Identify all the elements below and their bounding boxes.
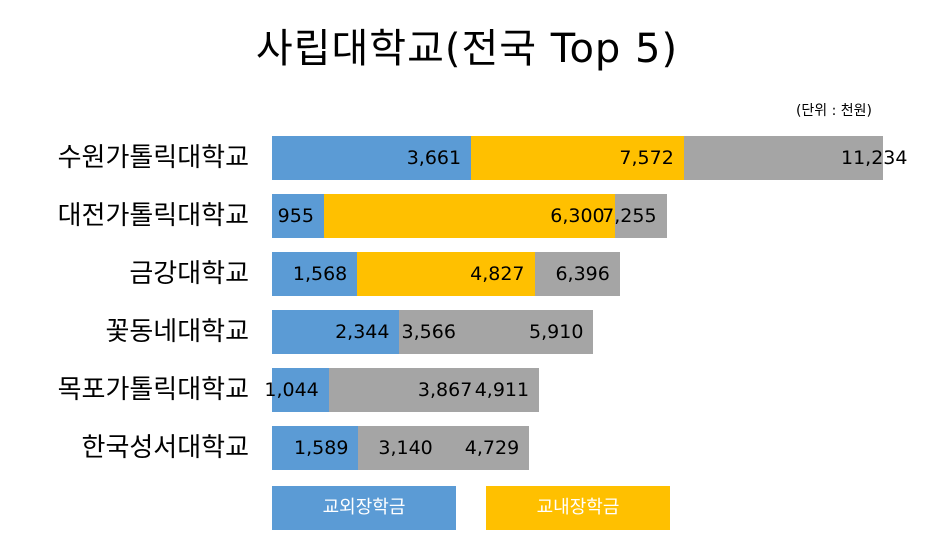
bar-segment-total <box>358 426 530 470</box>
data-label-on-campus: 1,044 <box>264 379 319 401</box>
data-label-total: 4,729 <box>464 437 520 459</box>
data-label-off-campus: 3,867 <box>417 379 473 401</box>
data-label-off-campus: 3,566 <box>401 321 456 343</box>
chart-title: 사립대학교(전국 Top 5) <box>255 26 679 72</box>
bar-segment-on-campus <box>471 136 684 180</box>
bar-segment-total <box>683 136 883 180</box>
category-label: 목포가톨릭대학교 <box>57 375 249 405</box>
bar-segment-total <box>534 252 620 296</box>
data-label-total: 5,910 <box>529 321 584 343</box>
data-label-total: 7,255 <box>602 205 657 227</box>
data-label-total: 11,234 <box>841 147 908 169</box>
bar-segment-off-campus <box>272 368 483 412</box>
data-label-off-campus: 955 <box>277 205 314 227</box>
bar-segment-total <box>399 310 594 354</box>
bar-segment-on-campus <box>323 194 615 238</box>
legend-item-on-campus: 교내장학금 <box>486 486 670 530</box>
data-label-total: 6,396 <box>555 263 610 285</box>
data-label-on-campus: 1,589 <box>294 437 349 459</box>
legend-label-off-campus: 교외장학금 <box>322 497 406 518</box>
bar-segment-off-campus <box>272 310 466 354</box>
category-label: 수원가톨릭대학교 <box>57 143 249 173</box>
bar-segment-total <box>614 194 667 238</box>
bar-segment-off-campus <box>272 252 358 296</box>
category-label: 금강대학교 <box>129 259 249 289</box>
bar-segment-off-campus <box>272 136 472 180</box>
category-label: 꽃동네대학교 <box>105 317 249 347</box>
category-label: 대전가톨릭대학교 <box>57 201 249 231</box>
data-label-on-campus: 2,344 <box>335 321 390 343</box>
data-label-off-campus: 1,568 <box>292 263 348 285</box>
legend-item-off-campus: 교외장학금 <box>272 486 456 530</box>
bar-segment-off-campus <box>272 194 324 238</box>
data-label-on-campus: 4,827 <box>470 263 525 285</box>
data-label-off-campus: 3,140 <box>378 437 433 459</box>
data-label-off-campus: 3,661 <box>406 147 462 169</box>
legend-label-on-campus: 교내장학금 <box>536 497 620 518</box>
data-label-on-campus: 6,300 <box>550 205 605 227</box>
unit-note: (단위 : 천원) <box>795 103 872 119</box>
bar-segment-on-campus <box>357 252 535 296</box>
bar-segment-off-campus <box>272 426 443 470</box>
data-label-total: 4,911 <box>474 379 530 401</box>
bar-segment-total <box>328 368 540 412</box>
category-label: 한국성서대학교 <box>81 433 249 463</box>
data-label-on-campus: 7,572 <box>619 147 674 169</box>
